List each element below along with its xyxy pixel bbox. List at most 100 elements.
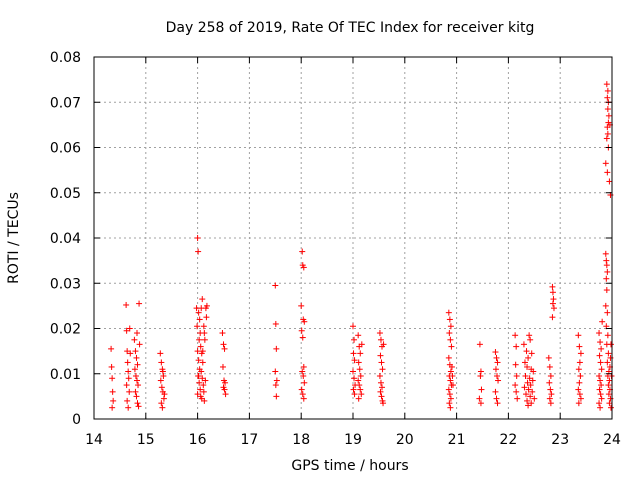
- data-point: [350, 350, 357, 357]
- data-point: [378, 359, 385, 366]
- data-point: [513, 343, 520, 350]
- data-point: [299, 368, 306, 375]
- data-point: [125, 368, 132, 375]
- data-point: [448, 363, 455, 370]
- data-point: [530, 368, 537, 375]
- data-point: [221, 386, 228, 393]
- data-point: [602, 302, 609, 309]
- data-point: [495, 377, 502, 384]
- data-point: [576, 379, 583, 386]
- data-point: [597, 359, 604, 366]
- data-point: [124, 359, 131, 366]
- data-point: [523, 348, 530, 355]
- data-point: [157, 377, 164, 384]
- gridlines: [94, 57, 612, 419]
- data-point: [547, 386, 554, 393]
- data-point: [301, 379, 308, 386]
- data-point: [448, 343, 455, 350]
- data-point: [272, 382, 279, 389]
- x-tick-label: 20: [396, 432, 414, 448]
- data-point: [546, 395, 553, 402]
- data-point: [513, 373, 520, 380]
- data-point: [604, 106, 611, 113]
- data-point: [525, 386, 532, 393]
- data-point: [514, 395, 521, 402]
- data-point: [377, 352, 384, 359]
- data-point: [525, 354, 532, 361]
- data-point: [493, 354, 500, 361]
- data-point: [219, 363, 226, 370]
- data-point: [159, 404, 166, 411]
- data-point: [494, 359, 501, 366]
- data-point: [377, 388, 384, 395]
- data-point: [605, 112, 612, 119]
- data-point: [604, 94, 611, 101]
- data-point: [607, 404, 614, 411]
- data-point: [607, 341, 614, 348]
- data-point: [109, 388, 116, 395]
- data-points: [108, 81, 615, 411]
- data-point: [605, 350, 612, 357]
- data-point: [200, 388, 207, 395]
- data-point: [194, 348, 201, 355]
- data-point: [196, 316, 203, 323]
- data-point: [124, 397, 131, 404]
- data-point: [357, 373, 364, 380]
- data-point: [545, 354, 552, 361]
- data-point: [575, 386, 582, 393]
- data-point: [527, 382, 534, 389]
- data-point: [575, 400, 582, 407]
- data-point: [576, 391, 583, 398]
- data-point: [378, 393, 385, 400]
- data-point: [513, 388, 520, 395]
- data-point: [598, 345, 605, 352]
- data-point: [529, 377, 536, 384]
- data-point: [512, 361, 519, 368]
- data-point: [299, 248, 306, 255]
- data-point: [299, 334, 306, 341]
- data-point: [604, 332, 611, 339]
- data-point: [596, 352, 603, 359]
- chart-title: Day 258 of 2019, Rate Of TEC Index for r…: [166, 20, 535, 36]
- data-point: [109, 375, 116, 382]
- data-point: [356, 366, 363, 373]
- data-point: [549, 300, 556, 307]
- data-point: [476, 395, 483, 402]
- data-point: [355, 332, 362, 339]
- y-tick-label: 0.01: [50, 367, 81, 383]
- data-point: [493, 395, 500, 402]
- data-point: [548, 391, 555, 398]
- data-point: [195, 357, 202, 364]
- data-point: [603, 287, 610, 294]
- data-point: [494, 400, 501, 407]
- data-point: [201, 336, 208, 343]
- data-point: [123, 327, 130, 334]
- data-point: [109, 404, 116, 411]
- data-point: [597, 377, 604, 384]
- y-tick-label: 0: [72, 412, 81, 428]
- data-point: [380, 400, 387, 407]
- data-point: [135, 382, 142, 389]
- data-point: [604, 130, 611, 137]
- data-point: [525, 402, 532, 409]
- data-point: [602, 160, 609, 167]
- data-point: [379, 366, 386, 373]
- data-point: [133, 393, 140, 400]
- data-point: [158, 359, 165, 366]
- x-tick-label: 18: [292, 432, 310, 448]
- data-point: [549, 289, 556, 296]
- data-point: [355, 377, 362, 384]
- data-point: [531, 395, 538, 402]
- data-point: [298, 327, 305, 334]
- data-point: [445, 309, 452, 316]
- y-tick-label: 0.04: [50, 231, 81, 247]
- data-point: [199, 296, 206, 303]
- data-point: [377, 379, 384, 386]
- data-point: [477, 400, 484, 407]
- data-point: [272, 282, 279, 289]
- data-point: [596, 330, 603, 337]
- data-point: [301, 318, 308, 325]
- data-point: [521, 359, 528, 366]
- data-point: [351, 357, 358, 364]
